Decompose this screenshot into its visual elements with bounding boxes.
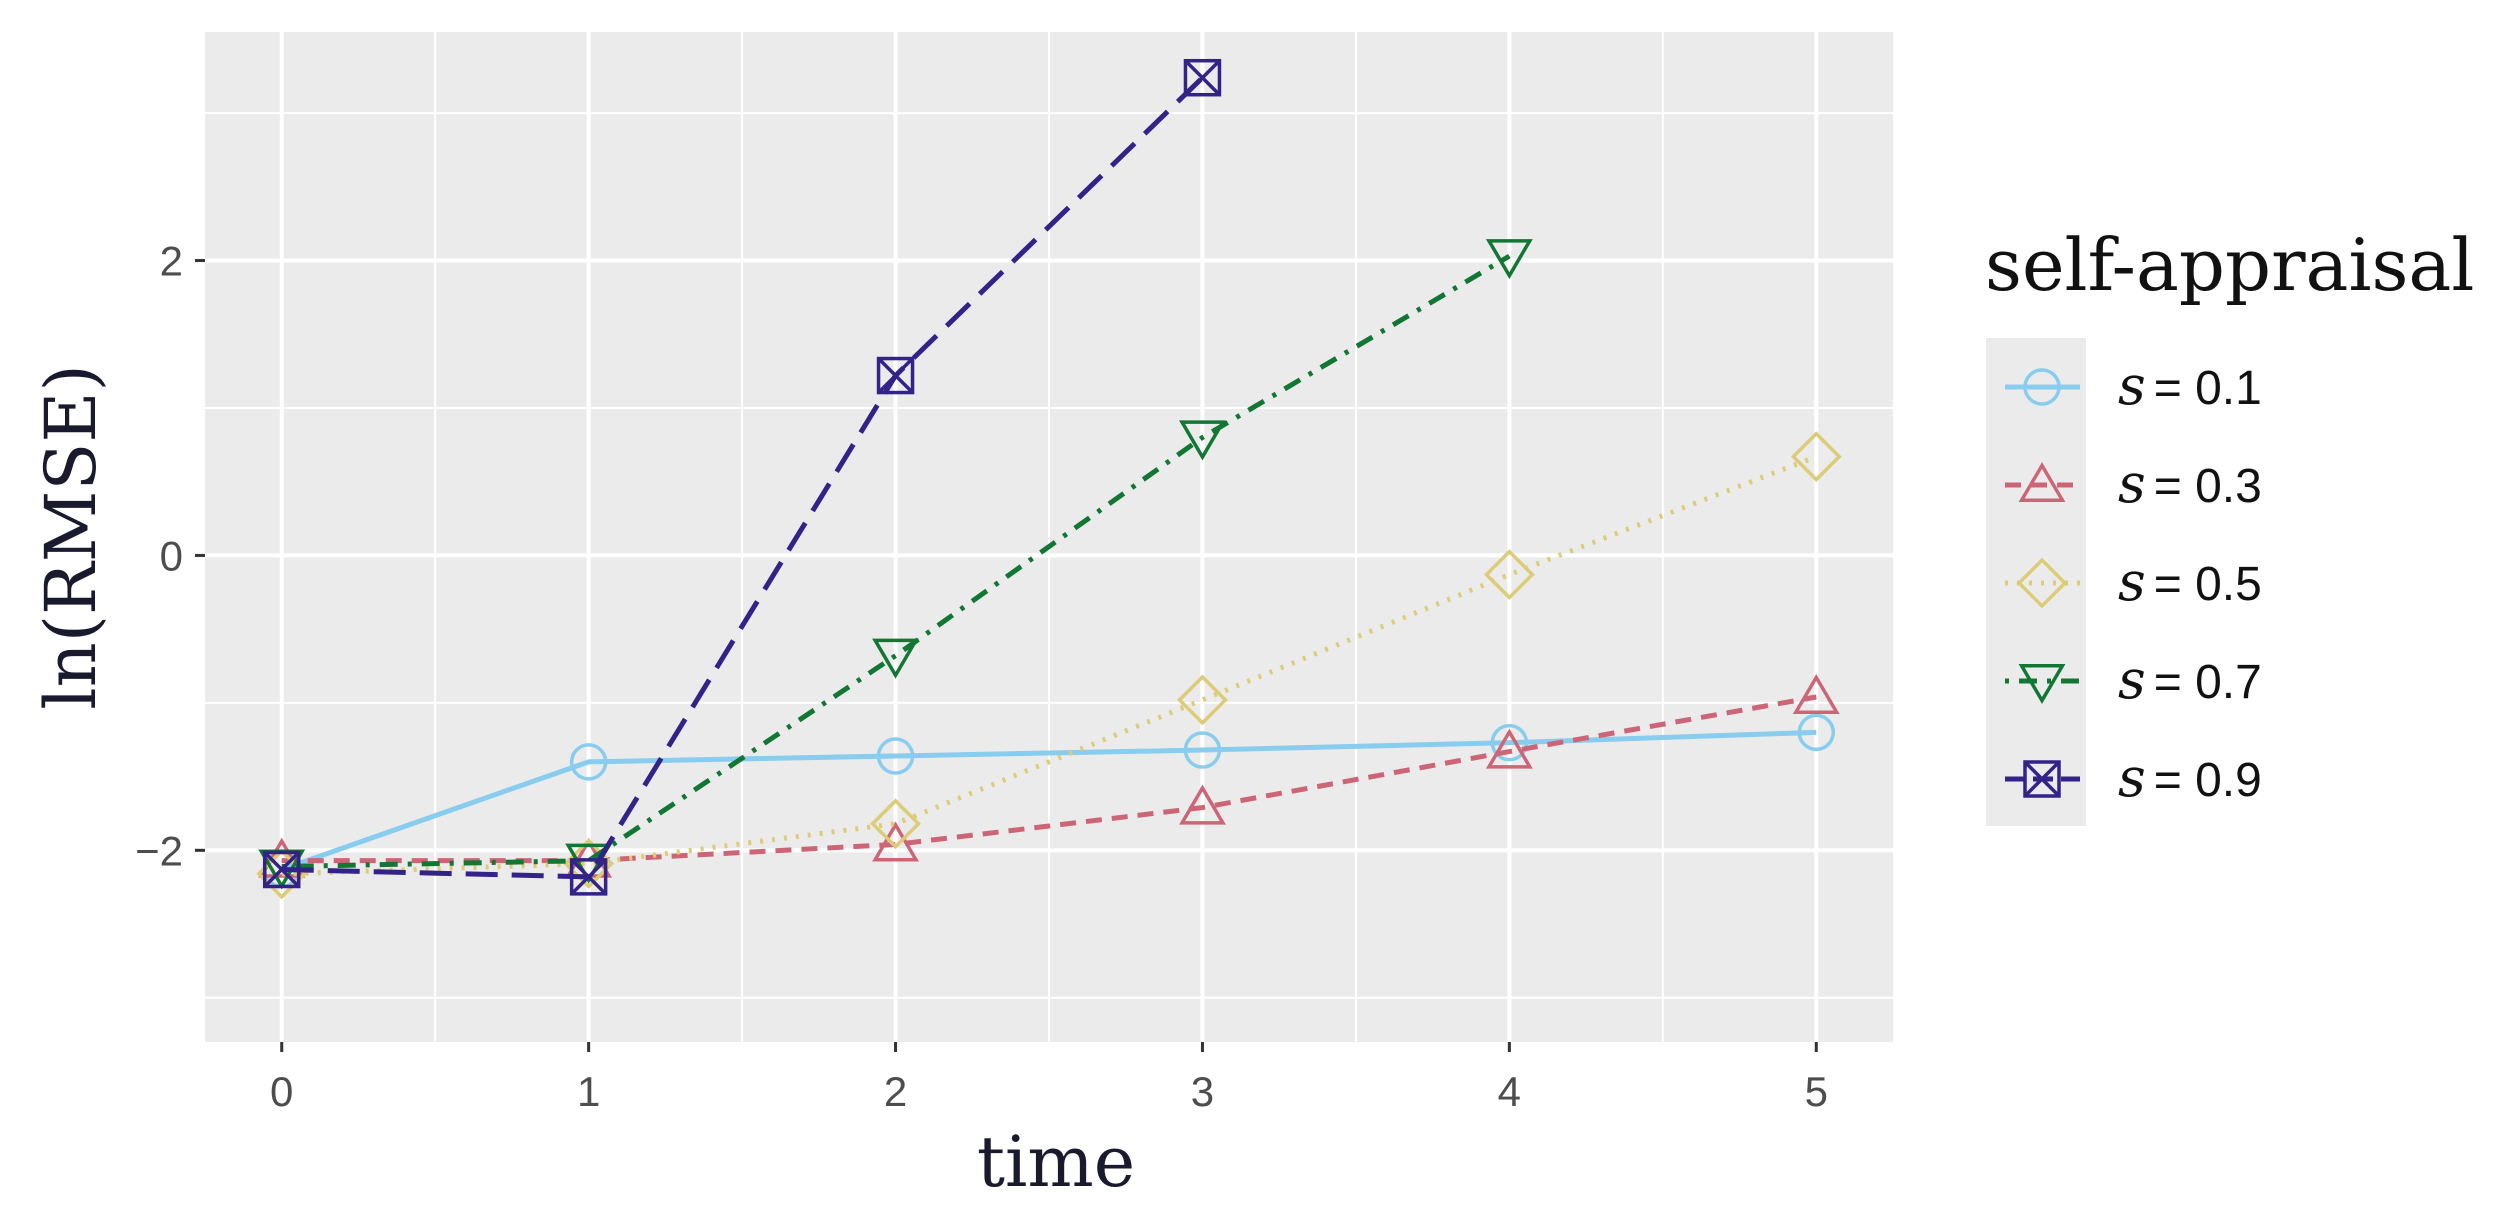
legend-label: s = 0.5 [2118,550,2262,613]
series-s-0.9 [262,58,1222,896]
legend-item: s = 0.5 [2005,550,2262,613]
data-point [569,858,608,896]
data-point [872,638,919,679]
series-line [281,694,1817,864]
legend-key-marker [2018,663,2066,705]
data-point [1792,673,1840,715]
legend-label: s = 0.3 [2118,452,2262,515]
x-tick-label: 4 [1498,1068,1521,1115]
legend-label: s = 0.9 [2118,746,2262,809]
grid-minor [205,32,1893,1042]
y-axis-title: ln(RMSE) [30,364,112,710]
legend-key-marker [2018,461,2066,503]
legend-item: s = 0.7 [2005,648,2262,711]
data-point [1485,239,1533,280]
data-point [1483,549,1535,601]
legend-label: s = 0.1 [2118,354,2262,417]
data-point [262,850,301,889]
legend-item: s = 0.9 [2005,746,2262,809]
y-axis-ticks: −2 0 2 [135,238,205,874]
data-point [1177,674,1228,726]
series-line [281,75,1205,880]
legend-label: s = 0.7 [2118,648,2262,711]
data-point [1797,713,1836,752]
data-point [876,356,915,395]
data-point [1183,731,1222,769]
x-tick-label: 2 [884,1068,907,1115]
data-point [1790,431,1842,483]
x-tick-label: 0 [270,1068,293,1115]
data-point [569,743,608,781]
legend: self-appraisal s = 0.1s = 0.3s = 0.5s = 0.7s… [1985,223,2474,826]
x-axis-ticks: 0 1 2 3 4 5 [270,1042,1828,1115]
y-tick-label: −2 [135,827,183,874]
x-tick-label: 3 [1191,1068,1214,1115]
legend-key-marker [2023,368,2061,406]
data-point [876,737,915,775]
data-point [1179,420,1226,461]
legend-item: s = 0.1 [2005,354,2262,417]
x-axis-title: time [977,1121,1135,1203]
series-line [281,454,1818,877]
series-layer [256,58,1842,900]
data-point [1179,784,1226,825]
legend-title: self-appraisal [1985,223,2474,307]
x-tick-label: 5 [1805,1068,1828,1115]
data-point [1490,723,1529,762]
legend-key-marker [2016,557,2068,609]
legend-key-marker [2023,760,2061,798]
data-point [1183,58,1222,97]
legend-key-background [1986,338,2086,826]
y-tick-label: 0 [160,532,183,579]
x-tick-label: 1 [577,1068,600,1115]
data-point [870,798,921,850]
legend-item: s = 0.3 [2005,452,2262,515]
data-point [1485,728,1533,769]
data-point [872,821,919,862]
legend-items: s = 0.1 s = 0.3 s = 0.5 s = 0.7 s = 0.9 [2005,354,2262,809]
y-tick-label: 2 [160,238,183,285]
